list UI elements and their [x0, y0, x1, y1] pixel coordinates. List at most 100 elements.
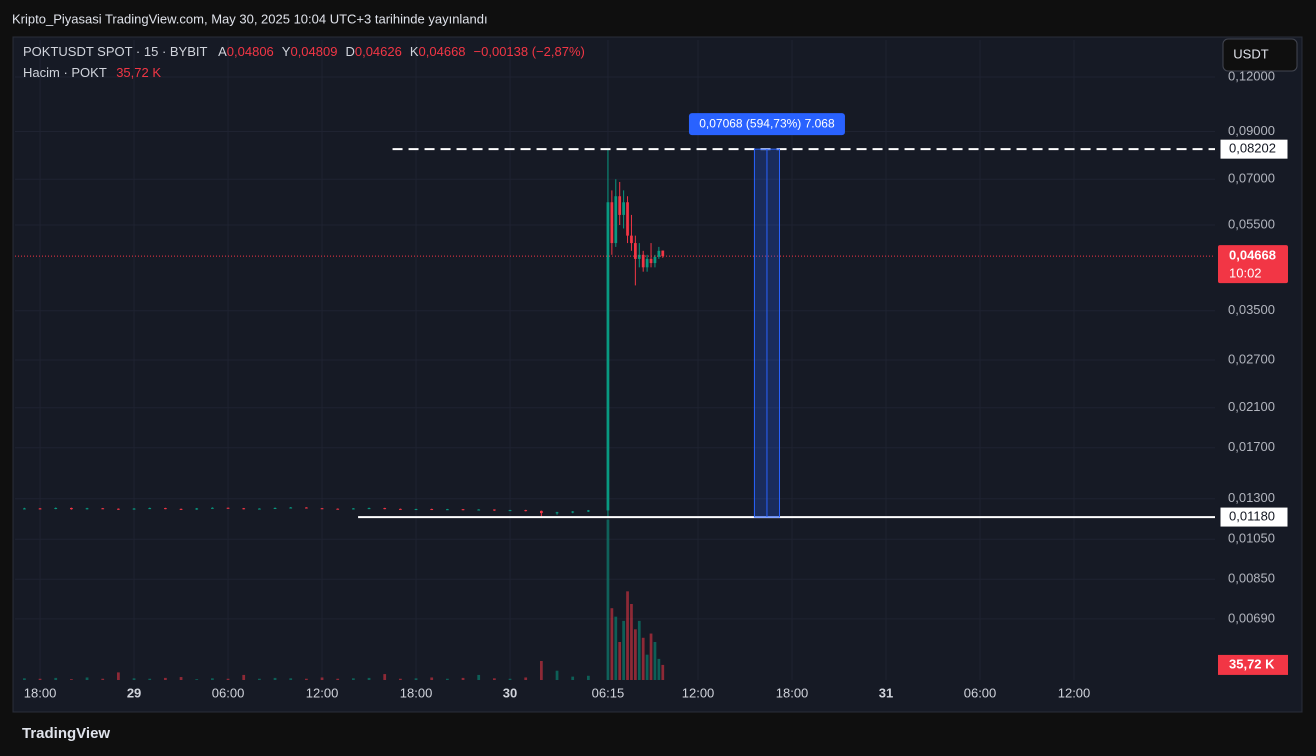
measure-label: 0,07068 (594,73%) 7.068 — [699, 116, 835, 130]
candle-body — [461, 509, 465, 511]
candle-body — [383, 508, 387, 510]
candle-body — [352, 508, 355, 510]
candle-body — [586, 510, 590, 512]
line-tag — [1219, 506, 1289, 528]
ohlc-key: D — [345, 44, 354, 59]
volume-bar — [242, 674, 246, 680]
x-tick-label: 18:00 — [24, 685, 57, 700]
candle-body — [555, 512, 559, 514]
volume-bar — [571, 676, 575, 680]
candle-body — [446, 509, 449, 511]
candle-body — [637, 254, 641, 259]
candle-body — [258, 508, 261, 510]
volume-bar — [289, 678, 293, 680]
x-tick-label: 12:00 — [1058, 685, 1091, 700]
x-tick-label: 12:00 — [682, 685, 715, 700]
volume-bar — [641, 637, 645, 680]
volume-tag-label: 35,72 K — [1229, 656, 1275, 671]
volume-bar — [367, 677, 371, 680]
y-tick-label: 0,01700 — [1228, 439, 1275, 454]
candle-body — [622, 202, 625, 215]
candle-body — [132, 508, 136, 510]
candle-body — [101, 508, 105, 510]
candle-body — [645, 258, 649, 268]
volume-bar — [195, 679, 199, 680]
volume-title: Hacim · POKT — [23, 65, 107, 80]
volume-bar — [23, 678, 26, 680]
candle-body — [164, 508, 167, 510]
volume-bar — [179, 677, 183, 680]
candle-body — [477, 509, 481, 511]
candle-body — [195, 508, 199, 510]
last-price-tag — [1218, 245, 1288, 284]
ohlc-value: 0,04809 — [290, 44, 337, 59]
overlays: 0,04668 10:02 0,08202 0,01180 0,07068 (594,7… — [15, 113, 1289, 675]
volume-bar — [54, 677, 58, 680]
candle-body — [540, 510, 543, 514]
candle-body — [626, 202, 629, 236]
volume-bar — [399, 678, 402, 680]
volume-bar — [446, 678, 449, 680]
change: −0,00138 (−2,87%) — [474, 44, 585, 59]
candle-body — [571, 511, 575, 513]
candle-body — [54, 507, 58, 509]
volume-bar — [630, 604, 633, 680]
candle-body — [657, 250, 661, 257]
measure-tag — [688, 113, 845, 136]
volume-bar — [614, 616, 618, 680]
volume-bar — [610, 608, 614, 680]
currency-button[interactable] — [1222, 38, 1298, 72]
volume-bar — [645, 654, 649, 680]
volume-bar — [493, 678, 496, 680]
volume-bar — [618, 642, 622, 680]
volume-bar — [661, 664, 665, 680]
volume-bar — [305, 678, 308, 680]
y-tick-label: 0,03500 — [1228, 302, 1275, 317]
line-tag — [1219, 138, 1289, 160]
candle-body — [23, 508, 26, 510]
volume-bar — [164, 677, 167, 680]
candle-body — [610, 202, 614, 244]
ohlc-value: 0,04626 — [355, 44, 402, 59]
volume-bar — [657, 658, 661, 680]
candle-body — [661, 250, 665, 257]
volume-bar — [70, 679, 73, 680]
volume-bar — [461, 677, 465, 680]
volume-bar — [626, 591, 629, 680]
candle-body — [367, 508, 371, 510]
candle-body — [618, 196, 622, 215]
candle-body — [117, 508, 120, 510]
y-tick-label: 0,00850 — [1228, 571, 1275, 586]
volume-bar — [540, 661, 543, 680]
volume-bar — [430, 677, 434, 680]
volume-bar — [524, 677, 528, 680]
volume-bar — [132, 678, 136, 680]
candle-body — [38, 508, 42, 510]
volume-bar — [622, 620, 625, 680]
volume-bar — [606, 519, 610, 680]
volume-bar — [637, 620, 641, 680]
volume-bar — [258, 678, 261, 680]
volume-bar — [320, 677, 324, 680]
volume-bar — [336, 678, 340, 680]
currency[interactable]: USDT — [1233, 46, 1268, 61]
candle-body — [493, 509, 496, 511]
candle-body — [226, 507, 230, 509]
candle-body — [649, 258, 653, 264]
x-tick-label: 18:00 — [776, 685, 809, 700]
y-tick-label: 0,07000 — [1228, 171, 1275, 186]
candle-body — [641, 254, 645, 268]
legend-line: POKTUSDT SPOT · 15 · BYBIT A0,04806 Y0,04… — [23, 44, 585, 59]
candle-body — [179, 508, 183, 510]
volume-bar — [117, 672, 120, 680]
x-tick-label: 30 — [503, 685, 517, 700]
y-tick-label: 0,02100 — [1228, 399, 1275, 414]
symbol: POKTUSDT SPOT · 15 · BYBIT — [23, 44, 208, 59]
volume-bar — [85, 677, 89, 680]
grid: 18:00 29 06:00 12:00 18:00 30 06:15 12:00 18:00 3… — [15, 40, 1275, 700]
volume-bar — [649, 633, 653, 680]
candle-body — [273, 507, 277, 509]
y-tick-label: 0,09000 — [1228, 123, 1275, 138]
